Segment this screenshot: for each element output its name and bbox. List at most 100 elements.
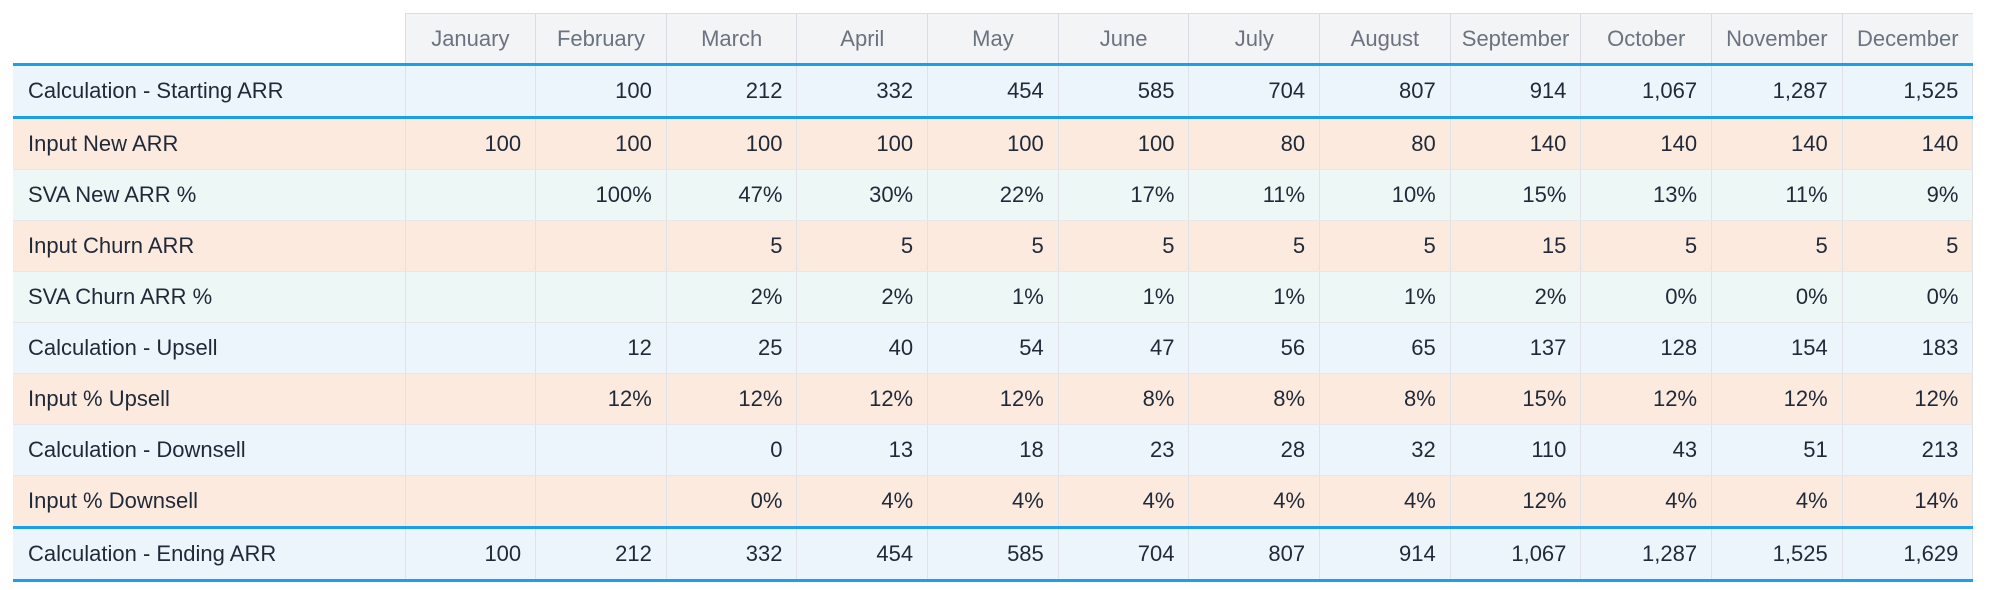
column-header-december[interactable]: December xyxy=(1841,13,1973,65)
table-cell: 0% xyxy=(1580,271,1712,323)
table-cell[interactable]: 12% xyxy=(535,373,667,425)
table-cell[interactable]: 5 xyxy=(1188,220,1320,272)
table-cell: 807 xyxy=(1319,63,1451,119)
table-cell[interactable]: 14% xyxy=(1841,475,1974,528)
column-header-september[interactable]: September xyxy=(1449,13,1581,65)
table-cell[interactable]: 140 xyxy=(1711,117,1843,170)
table-cell: 212 xyxy=(535,526,667,582)
table-cell[interactable] xyxy=(404,220,536,272)
table-cell[interactable]: 5 xyxy=(1841,220,1974,272)
table-cell[interactable]: 12% xyxy=(796,373,928,425)
header-row: January February March April May June Ju… xyxy=(13,13,1973,65)
table-row: Input % Upsell 12% 12% 12% 12% 8% 8% 8% 15% 12% 12… xyxy=(13,373,1974,425)
row-label: Calculation - Starting ARR xyxy=(13,63,405,119)
table-cell[interactable]: 12% xyxy=(927,373,1059,425)
table-cell: 40 xyxy=(796,322,928,374)
arr-table-container: January February March April May June Ju… xyxy=(13,13,1974,582)
table-cell: 13% xyxy=(1580,169,1712,221)
table-cell[interactable]: 100 xyxy=(665,117,797,170)
table-cell: 585 xyxy=(927,526,1059,582)
table-cell[interactable]: 8% xyxy=(1188,373,1320,425)
table-cell: 12 xyxy=(535,322,667,374)
table-cell: 0% xyxy=(1711,271,1843,323)
table-cell[interactable]: 4% xyxy=(1319,475,1451,528)
column-header-may[interactable]: May xyxy=(927,13,1059,65)
table-cell[interactable]: 100 xyxy=(535,117,667,170)
table-cell: 100 xyxy=(404,526,536,582)
column-header-april[interactable]: April xyxy=(796,13,928,65)
table-cell: 2% xyxy=(796,271,928,323)
table-cell[interactable]: 4% xyxy=(1057,475,1189,528)
row-label: Calculation - Ending ARR xyxy=(13,526,405,582)
table-cell[interactable]: 12% xyxy=(665,373,797,425)
table-cell[interactable]: 5 xyxy=(1319,220,1451,272)
table-cell[interactable] xyxy=(535,475,667,528)
table-cell: 54 xyxy=(927,322,1059,374)
column-header-august[interactable]: August xyxy=(1319,13,1451,65)
table-row: Calculation - Upsell 12 25 40 54 47 56 65 137 128… xyxy=(13,322,1974,374)
arr-table: January February March April May June Ju… xyxy=(13,13,1974,582)
table-cell[interactable]: 5 xyxy=(796,220,928,272)
table-cell: 213 xyxy=(1841,424,1974,476)
table-cell[interactable]: 12% xyxy=(1449,475,1581,528)
table-cell[interactable]: 80 xyxy=(1188,117,1320,170)
table-cell: 65 xyxy=(1319,322,1451,374)
table-cell: 454 xyxy=(927,63,1059,119)
table-cell[interactable]: 80 xyxy=(1319,117,1451,170)
table-row: Input % Downsell 0% 4% 4% 4% 4% 4% 12% 4% 4% 14% xyxy=(13,475,1974,528)
column-header-february[interactable]: February xyxy=(535,13,667,65)
table-cell[interactable]: 15% xyxy=(1449,373,1581,425)
table-cell xyxy=(535,271,667,323)
column-header-june[interactable]: June xyxy=(1057,13,1189,65)
table-cell: 0% xyxy=(1841,271,1974,323)
column-header-july[interactable]: July xyxy=(1188,13,1320,65)
table-cell: 454 xyxy=(796,526,928,582)
table-cell[interactable]: 8% xyxy=(1057,373,1189,425)
table-cell[interactable]: 12% xyxy=(1711,373,1843,425)
table-cell[interactable]: 12% xyxy=(1841,373,1974,425)
table-cell[interactable]: 4% xyxy=(1711,475,1843,528)
table-cell: 10% xyxy=(1319,169,1451,221)
column-header-november[interactable]: November xyxy=(1711,13,1843,65)
table-cell: 1,067 xyxy=(1449,526,1581,582)
table-cell[interactable]: 100 xyxy=(927,117,1059,170)
table-row: Input New ARR 100 100 100 100 100 100 80 80 140 14… xyxy=(13,117,1974,170)
table-cell[interactable]: 140 xyxy=(1841,117,1974,170)
table-cell[interactable] xyxy=(404,475,536,528)
table-cell[interactable]: 0% xyxy=(665,475,797,528)
table-cell[interactable]: 5 xyxy=(1711,220,1843,272)
row-label: SVA New ARR % xyxy=(13,169,405,221)
table-cell: 25 xyxy=(665,322,797,374)
table-row: Calculation - Ending ARR 100 212 332 454 585 7… xyxy=(13,526,1974,582)
table-cell[interactable]: 5 xyxy=(1057,220,1189,272)
table-cell: 585 xyxy=(1057,63,1189,119)
table-cell[interactable]: 12% xyxy=(1580,373,1712,425)
column-header-october[interactable]: October xyxy=(1580,13,1712,65)
table-cell[interactable]: 5 xyxy=(927,220,1059,272)
table-cell[interactable]: 100 xyxy=(796,117,928,170)
table-cell[interactable]: 4% xyxy=(1188,475,1320,528)
table-cell[interactable]: 5 xyxy=(665,220,797,272)
table-body: Calculation - Starting ARR 100 212 332 454 58… xyxy=(13,63,1974,582)
table-cell[interactable]: 100 xyxy=(404,117,536,170)
table-cell[interactable]: 140 xyxy=(1580,117,1712,170)
column-header-january[interactable]: January xyxy=(404,13,536,65)
table-row: Calculation - Downsell 0 13 18 23 28 32 110 43 51… xyxy=(13,424,1974,476)
table-cell[interactable]: 4% xyxy=(927,475,1059,528)
table-cell: 51 xyxy=(1711,424,1843,476)
table-cell[interactable]: 5 xyxy=(1580,220,1712,272)
table-cell: 2% xyxy=(1449,271,1581,323)
column-header-march[interactable]: March xyxy=(665,13,797,65)
table-cell[interactable]: 100 xyxy=(1057,117,1189,170)
table-cell[interactable]: 15 xyxy=(1449,220,1581,272)
table-cell: 1% xyxy=(927,271,1059,323)
table-cell[interactable]: 8% xyxy=(1319,373,1451,425)
table-cell[interactable] xyxy=(535,220,667,272)
table-cell: 914 xyxy=(1319,526,1451,582)
table-cell[interactable]: 140 xyxy=(1449,117,1581,170)
table-cell: 332 xyxy=(665,526,797,582)
table-cell[interactable]: 4% xyxy=(1580,475,1712,528)
table-cell: 2% xyxy=(665,271,797,323)
table-cell[interactable] xyxy=(404,373,536,425)
table-cell[interactable]: 4% xyxy=(796,475,928,528)
